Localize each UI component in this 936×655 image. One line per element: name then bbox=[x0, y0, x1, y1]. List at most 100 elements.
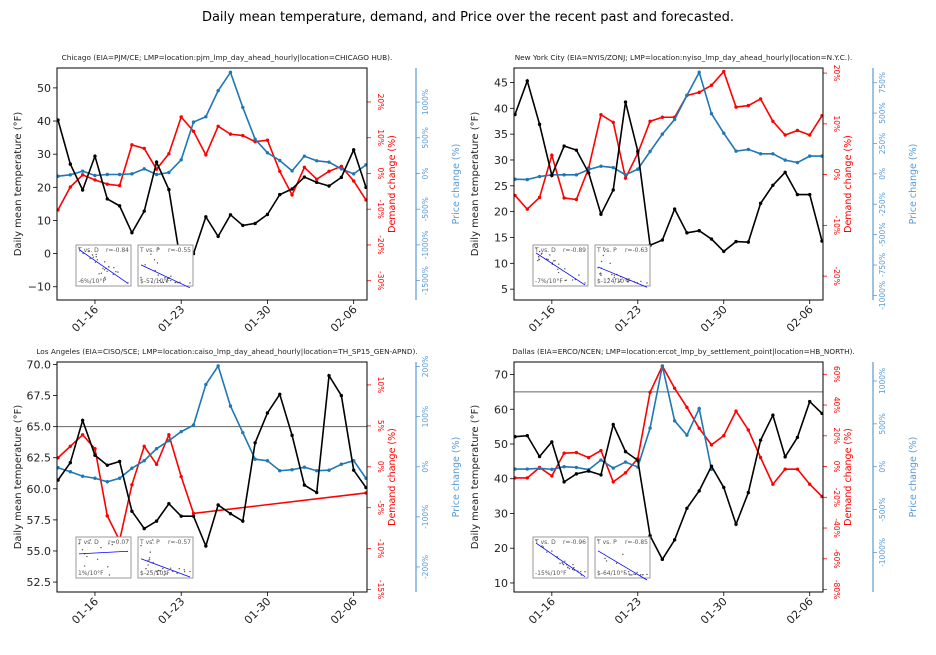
temperature-point bbox=[525, 79, 529, 83]
demand-point bbox=[795, 128, 800, 133]
price-point bbox=[57, 174, 60, 178]
inset-frame bbox=[75, 536, 132, 579]
inset-scatter-point bbox=[639, 574, 642, 576]
temperature-point bbox=[154, 519, 159, 523]
inset-fit-line bbox=[140, 558, 191, 578]
price-point bbox=[105, 172, 109, 177]
inset-scatter-point bbox=[104, 278, 107, 280]
inset-scatter-point bbox=[626, 280, 628, 283]
price-point bbox=[771, 152, 775, 156]
inset-scatter-point bbox=[89, 257, 91, 260]
temp-tick-label: 25 bbox=[494, 180, 508, 193]
plot-area bbox=[514, 364, 823, 562]
demand-line bbox=[514, 70, 823, 211]
x-tick-label: 01-16 bbox=[526, 303, 558, 335]
price-point bbox=[253, 457, 257, 461]
inset-correlation: r=-0.57 bbox=[168, 539, 191, 546]
demand-tick-label: -30% bbox=[376, 271, 385, 290]
inset-scatter-point bbox=[140, 276, 142, 279]
inset-scatter-point bbox=[559, 562, 561, 565]
inset-scatter-point bbox=[176, 572, 178, 575]
inset-scatter-point bbox=[86, 555, 88, 558]
inset-scatter-point bbox=[597, 539, 599, 541]
inset-scatter-point bbox=[568, 567, 571, 570]
inset-temp-vs-price: T vs. P r=-0.63 $-124/10°F bbox=[594, 244, 651, 288]
demand-tick-label: 5% bbox=[376, 420, 385, 432]
inset-scatter-point bbox=[584, 282, 586, 284]
temp-tick-label: 30 bbox=[494, 154, 508, 167]
inset-fit-line bbox=[535, 252, 586, 286]
demand-point bbox=[599, 113, 603, 117]
inset-scatter-point bbox=[164, 573, 167, 575]
price-point bbox=[130, 172, 134, 176]
temp-tick-label: 10 bbox=[494, 257, 508, 270]
temperature-point bbox=[105, 463, 109, 467]
temperature-axis-label: Daily mean temperature (°F) bbox=[13, 112, 24, 257]
demand-point bbox=[550, 474, 554, 478]
temperature-point bbox=[586, 469, 591, 473]
temperature-point bbox=[315, 180, 319, 185]
price-point bbox=[599, 164, 603, 168]
temperature-point bbox=[302, 175, 307, 179]
temperature-point bbox=[771, 413, 775, 417]
inset-scatter-point bbox=[602, 254, 605, 257]
inset-scatter-point bbox=[537, 259, 539, 262]
demand-point bbox=[179, 115, 183, 119]
inset-scatter-point bbox=[117, 271, 119, 273]
price-point bbox=[57, 466, 60, 470]
temperature-point bbox=[820, 239, 823, 243]
price-point bbox=[315, 159, 319, 163]
temperature-point bbox=[351, 468, 356, 472]
price-point bbox=[68, 470, 73, 474]
temp-tick-label: 70.0 bbox=[27, 358, 52, 371]
inset-scatter-point bbox=[127, 539, 129, 541]
demand-point bbox=[364, 198, 367, 202]
demand-point bbox=[68, 444, 73, 449]
temperature-line bbox=[57, 373, 367, 549]
plot-frame bbox=[56, 361, 368, 593]
demand-point bbox=[611, 120, 615, 125]
inset-slope: $-124/10°F bbox=[597, 278, 631, 285]
demand-tick-label: -10% bbox=[376, 539, 385, 558]
inset-scatter-point bbox=[162, 567, 164, 570]
temperature-point bbox=[154, 160, 159, 164]
x-tick-label: 01-30 bbox=[698, 303, 730, 335]
price-point bbox=[142, 459, 146, 463]
inset-label: T vs. D bbox=[534, 539, 556, 546]
inset-scatter-point bbox=[640, 280, 642, 283]
demand-point bbox=[758, 455, 763, 460]
inset-scatter-point bbox=[162, 281, 165, 284]
inset-scatter-point bbox=[605, 560, 608, 562]
price-tick-label: 100% bbox=[421, 406, 430, 427]
demand-point bbox=[351, 179, 356, 183]
temperature-point bbox=[68, 461, 73, 465]
inset-correlation: r=0.07 bbox=[108, 539, 129, 546]
temperature-point bbox=[783, 455, 787, 459]
price-point bbox=[241, 105, 245, 110]
price-point bbox=[697, 406, 701, 411]
price-point bbox=[130, 466, 134, 470]
price-point bbox=[315, 469, 319, 473]
price-point bbox=[746, 147, 751, 152]
demand-point bbox=[228, 132, 233, 136]
inset-scatter-point bbox=[113, 266, 115, 269]
price-point bbox=[278, 158, 282, 163]
temperature-point bbox=[795, 435, 800, 440]
inset-scatter-point bbox=[140, 544, 142, 547]
inset-scatter-point bbox=[96, 259, 99, 261]
temperature-point bbox=[339, 393, 344, 398]
temperature-point bbox=[820, 411, 823, 416]
inset-scatter-point bbox=[178, 567, 180, 570]
inset-scatter-point bbox=[535, 247, 537, 249]
demand-point bbox=[722, 433, 726, 438]
inset-slope: -7%/10°F bbox=[535, 278, 563, 285]
temperature-point bbox=[537, 122, 542, 127]
inset-scatter-point bbox=[183, 570, 186, 573]
temperature-point bbox=[241, 223, 245, 228]
demand-point bbox=[57, 456, 60, 460]
inset-scatter-point bbox=[154, 269, 156, 272]
price-tick-label: -500% bbox=[878, 498, 887, 522]
x-tick-label: 01-16 bbox=[69, 595, 101, 627]
demand-point bbox=[746, 103, 751, 108]
temperature-point bbox=[623, 449, 628, 454]
